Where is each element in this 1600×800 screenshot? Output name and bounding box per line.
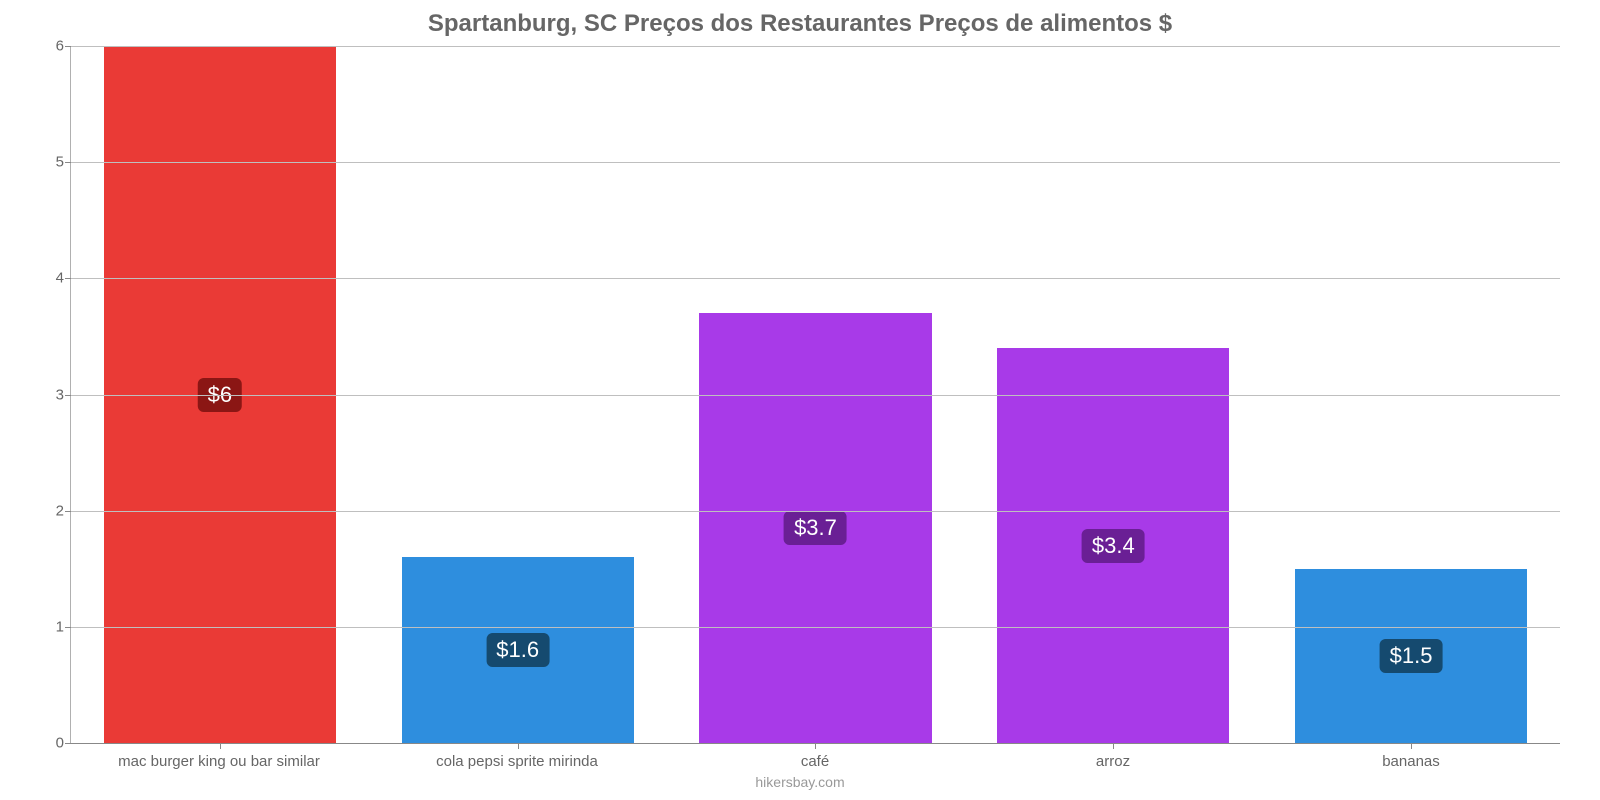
chart-container: Spartanburg, SC Preços dos Restaurantes … xyxy=(0,0,1600,800)
bar-value-label: $1.6 xyxy=(486,633,549,667)
y-tick-label: 2 xyxy=(56,502,64,519)
y-tick-label: 1 xyxy=(56,618,64,635)
y-tick-label: 6 xyxy=(56,38,64,55)
grid-line xyxy=(71,278,1560,279)
bar-value-label: $1.5 xyxy=(1380,639,1443,673)
bar: $1.5 xyxy=(1295,569,1527,743)
bar-value-label: $3.7 xyxy=(784,511,847,545)
y-tick-label: 3 xyxy=(56,386,64,403)
y-tick-mark xyxy=(65,46,71,47)
grid-line xyxy=(71,743,1560,744)
y-tick-mark xyxy=(65,627,71,628)
grid-line xyxy=(71,511,1560,512)
y-tick-mark xyxy=(65,743,71,744)
grid-line xyxy=(71,395,1560,396)
bar: $3.7 xyxy=(699,313,931,743)
y-tick-label: 0 xyxy=(56,735,64,752)
y-tick-mark xyxy=(65,511,71,512)
grid-line xyxy=(71,46,1560,47)
bar: $1.6 xyxy=(402,557,634,743)
y-tick-mark xyxy=(65,395,71,396)
bar: $3.4 xyxy=(997,348,1229,743)
chart-source: hikersbay.com xyxy=(40,774,1560,790)
bar-value-label: $3.4 xyxy=(1082,529,1145,563)
chart-title: Spartanburg, SC Preços dos Restaurantes … xyxy=(40,10,1560,38)
y-tick-label: 4 xyxy=(56,270,64,287)
grid-line xyxy=(71,162,1560,163)
y-tick-label: 5 xyxy=(56,154,64,171)
grid-line xyxy=(71,627,1560,628)
chart-plot-wrap: 0123456 $6$1.6$3.7$3.4$1.5 xyxy=(40,46,1560,743)
y-tick-mark xyxy=(65,278,71,279)
y-tick-mark xyxy=(65,162,71,163)
plot-area: $6$1.6$3.7$3.4$1.5 xyxy=(70,46,1560,743)
